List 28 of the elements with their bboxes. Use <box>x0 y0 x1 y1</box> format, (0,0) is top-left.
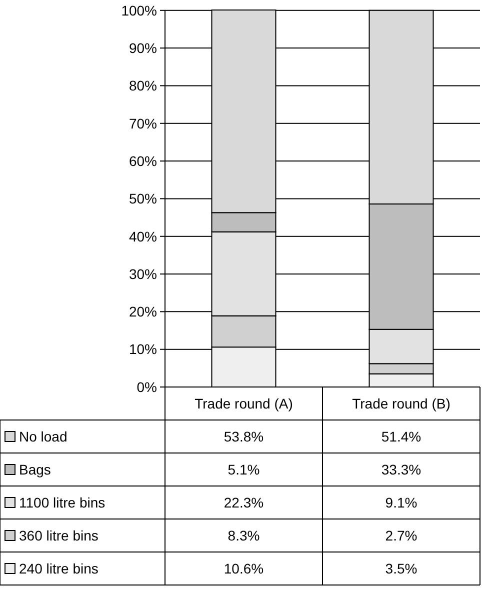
y-tick-label: 60% <box>128 152 157 169</box>
x-tick-label: Trade round (B) <box>352 395 450 412</box>
legend-label: 360 litre bins <box>19 527 98 544</box>
data-label: 5.1% <box>228 461 260 478</box>
y-tick-label: 40% <box>128 228 157 244</box>
legend-label: 240 litre bins <box>19 560 98 576</box>
data-label: 51.4% <box>381 428 422 444</box>
y-tick-label: 20% <box>128 304 157 320</box>
data-label: 10.6% <box>224 560 264 576</box>
y-tick-label: 0% <box>136 378 157 395</box>
legend-label: Bags <box>19 461 51 478</box>
legend-label: No load <box>19 428 68 444</box>
data-label: 53.8% <box>224 428 264 444</box>
data-label: 22.3% <box>224 494 264 510</box>
x-tick-label: Trade round (A) <box>194 395 293 412</box>
data-label: 8.3% <box>228 527 260 544</box>
y-tick-label: 30% <box>128 266 157 282</box>
data-label: 33.3% <box>381 461 422 478</box>
y-tick-label: 80% <box>128 78 157 94</box>
y-tick-label: 10% <box>128 341 157 358</box>
y-tick-label: 100% <box>121 2 157 18</box>
y-tick-label: 70% <box>128 115 157 132</box>
data-label: 3.5% <box>385 560 418 576</box>
y-tick-label: 90% <box>128 40 157 56</box>
data-label: 2.7% <box>385 527 418 544</box>
y-tick-label: 50% <box>128 190 157 207</box>
legend-label: 1100 litre bins <box>19 494 106 510</box>
data-label: 9.1% <box>385 494 418 510</box>
